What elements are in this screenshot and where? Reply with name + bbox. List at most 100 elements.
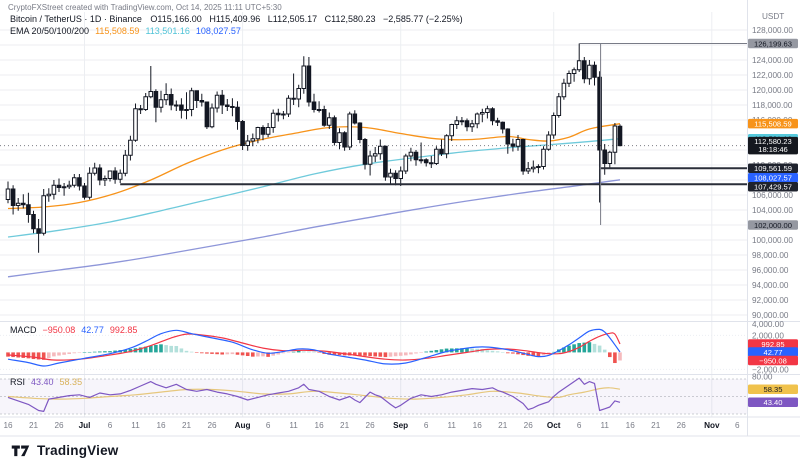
time-tick-day: 6: [424, 421, 429, 430]
macd-histogram-bar: [398, 352, 403, 356]
price-axis-badge[interactable]: [748, 163, 798, 174]
macd-histogram-bar: [434, 350, 439, 353]
price-tick-label: 92,000.00: [752, 296, 789, 305]
macd-histogram-bar: [613, 352, 617, 364]
candle: [556, 96, 562, 116]
candle: [225, 104, 230, 107]
macd-histogram-bar: [256, 352, 260, 357]
candle: [250, 138, 256, 142]
candle: [123, 154, 128, 174]
macd-histogram-bar: [500, 352, 505, 353]
macd-histogram-bar: [332, 352, 337, 355]
macd-histogram-bar: [414, 352, 418, 354]
symbol-title[interactable]: Bitcoin / TetherUS · 1D · Binance: [10, 14, 142, 24]
price-axis-badge[interactable]: [748, 384, 798, 394]
macd-histogram-bar: [143, 346, 148, 353]
macd-histogram-bar: [312, 351, 316, 353]
macd-histogram-bar: [98, 351, 102, 353]
tradingview-logo[interactable]: TradingView: [10, 443, 118, 458]
price-tick-label: 98,000.00: [752, 251, 789, 260]
candle: [5, 188, 11, 200]
ema-label: EMA 20/50/100/200: [10, 26, 90, 36]
macd-histogram-bar: [205, 352, 209, 354]
candle: [439, 148, 444, 155]
macd-histogram-bar: [424, 351, 428, 353]
price-axis-badge[interactable]: [748, 118, 798, 129]
time-tick-day: 21: [340, 421, 350, 430]
candle: [515, 139, 521, 147]
macd-histogram-bar: [307, 351, 311, 353]
time-tick-day: 11: [600, 421, 609, 430]
macd-histogram-bar: [251, 352, 255, 357]
price-axis-badge[interactable]: [748, 355, 798, 366]
macd-histogram-bar: [378, 352, 383, 357]
candle: [296, 88, 301, 100]
time-tick-day: 6: [735, 421, 740, 430]
symbol-legend[interactable]: Bitcoin / TetherUS · 1D · Binance O115,1…: [10, 14, 463, 24]
price-axis-badge[interactable]: [748, 220, 798, 230]
candle: [423, 159, 429, 164]
price-axis-badge[interactable]: [748, 182, 798, 192]
price-axis-badge[interactable]: [748, 38, 798, 49]
price-axis-badge[interactable]: [748, 397, 798, 408]
badge-value: 58.35: [763, 385, 782, 394]
badge-value: 992.85: [761, 340, 784, 349]
macd-signal-line: [7, 332, 621, 361]
candle: [10, 188, 16, 206]
axis-badges: 126,199.63115,508.59113,501.16109,561.59…: [748, 38, 798, 408]
price-axis-badge[interactable]: [748, 173, 798, 183]
candle: [214, 94, 220, 109]
macd-histogram-bar: [409, 352, 413, 355]
macd-legend[interactable]: MACD −950.08 42.77 992.85: [10, 325, 137, 335]
candle: [612, 125, 618, 153]
macd-histogram-bar: [302, 351, 306, 353]
candle: [561, 82, 567, 98]
candle: [255, 127, 261, 140]
candle: [107, 170, 113, 179]
macd-histogram-bar: [291, 351, 296, 353]
attribution-text: CryptoFXStreet created with TradingView.…: [8, 3, 282, 12]
candle: [291, 97, 296, 100]
candle: [117, 172, 123, 180]
macd-histogram-bar: [511, 352, 515, 354]
candle: [158, 99, 164, 108]
macd-histogram-bar: [582, 342, 587, 353]
candle: [352, 113, 358, 124]
macd-histogram-bar: [6, 352, 10, 357]
rsi-label: RSI: [10, 377, 26, 387]
candle: [617, 125, 623, 147]
price-axis-badge[interactable]: [748, 339, 798, 349]
badge-value: 102,000.00: [754, 221, 792, 230]
candle: [592, 64, 597, 78]
time-axis[interactable]: 16 21 26 Jul 6 11 16 21 26 Aug 6 11 16 21 26 Sep 6 11 16 21…: [3, 421, 740, 430]
badge-value: 109,561.59: [754, 164, 792, 173]
candle: [306, 65, 312, 103]
candle: [566, 73, 572, 84]
rsi-legend[interactable]: RSI 43.40 58.35: [10, 377, 82, 387]
candle: [474, 113, 480, 125]
candle: [240, 121, 245, 146]
macd-histogram-bar: [562, 347, 566, 353]
candle: [301, 65, 307, 89]
candle: [403, 155, 409, 172]
macd-histogram-bar: [36, 352, 41, 360]
macd-histogram-bar: [220, 352, 224, 355]
price-axis-badge[interactable]: [748, 347, 798, 357]
macd-histogram-bar: [62, 352, 66, 355]
price-axis[interactable]: USDT 128,000.00 124,000.00 122,000.00 120,00…: [752, 12, 793, 382]
price-tick-label: 96,000.00: [752, 266, 789, 275]
price-axis-badge[interactable]: [748, 136, 798, 155]
candle: [46, 193, 52, 197]
candle: [418, 159, 424, 162]
candle: [179, 104, 184, 111]
candle: [21, 202, 26, 206]
candle: [316, 109, 322, 111]
macd-histogram-bar: [138, 347, 143, 353]
candle: [163, 94, 169, 101]
candle: [199, 100, 205, 103]
change-value: −2,585.77 (−2.25%): [383, 14, 463, 24]
ema-legend[interactable]: EMA 20/50/100/200 115,508.59 113,501.16 108…: [10, 26, 241, 36]
candle: [587, 64, 592, 80]
macd-histogram-bar: [470, 348, 474, 353]
